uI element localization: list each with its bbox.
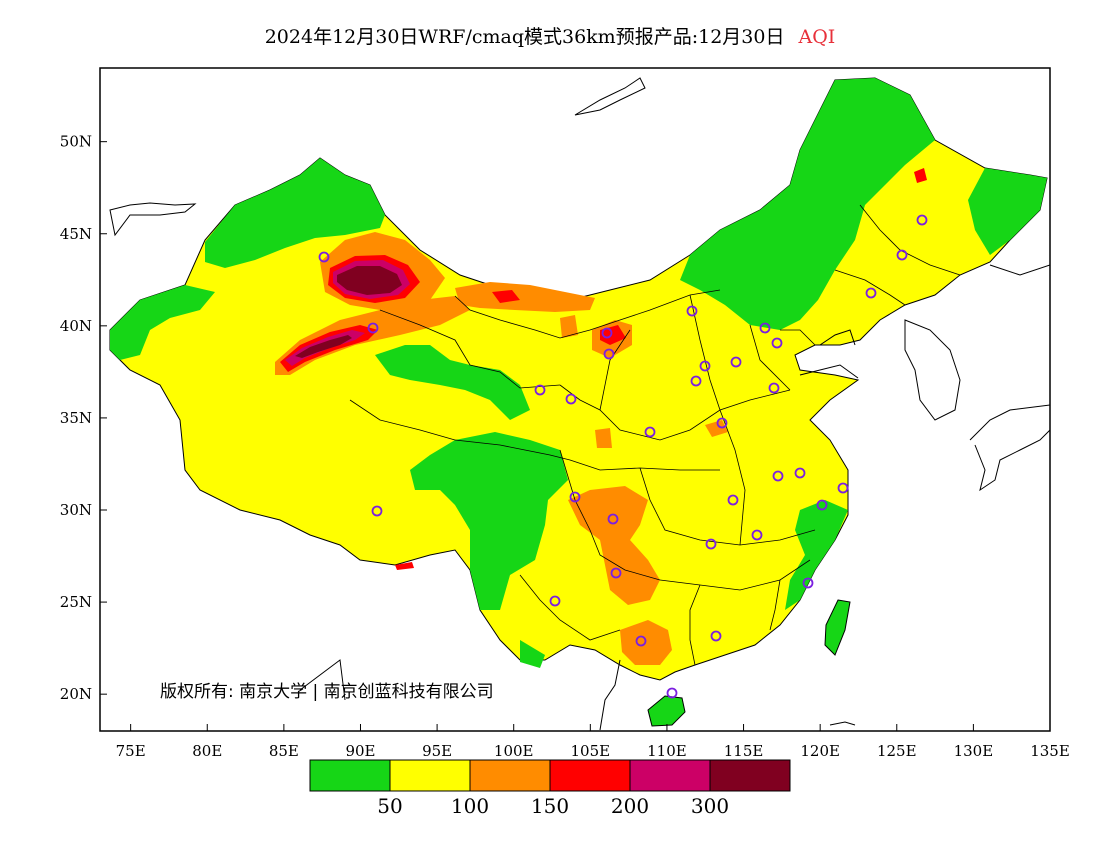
red-yunnan-border [395, 562, 414, 570]
lon-label: 110E [647, 742, 687, 760]
lon-label: 95E [422, 742, 452, 760]
green-southwest [410, 432, 568, 610]
orange-hubei-spot [595, 428, 612, 448]
lon-label: 115E [724, 742, 764, 760]
product-name: AQI [798, 26, 836, 48]
colorbar-label: 100 [451, 794, 489, 818]
plot-frame [99, 67, 1051, 732]
lat-label: 20N [60, 685, 92, 703]
colorbar-label: 200 [611, 794, 649, 818]
title-text: 2024年12月30日WRF/cmaq模式36km预报产品:12月30日 [264, 26, 785, 48]
lon-label: 75E [116, 742, 146, 760]
colorbar-box [309, 759, 391, 792]
lat-label: 40N [60, 317, 92, 335]
colorbar-box [549, 759, 631, 792]
orange-hexi-band [455, 282, 595, 312]
red-shanxi-core [600, 325, 626, 345]
green-northwest [205, 158, 385, 268]
colorbar-label: 50 [377, 794, 402, 818]
lon-label: 135E [1030, 742, 1070, 760]
darkred-xinjiang-core [337, 266, 402, 295]
copyright-text: 版权所有: 南京大学 | 南京创蓝科技有限公司 [160, 682, 494, 702]
orange-ningxia-spot [560, 315, 578, 338]
coastlines [109, 77, 1050, 731]
colorbar: 50 100 150 200 300 [309, 759, 791, 818]
lon-ticks [130, 724, 1051, 731]
province-boundaries [349, 204, 961, 666]
lat-label: 35N [60, 409, 92, 427]
lat-label: 50N [60, 133, 92, 151]
lat-label: 45N [60, 225, 92, 243]
lon-label: 105E [571, 742, 611, 760]
lat-label: 25N [60, 593, 92, 611]
green-northeast [680, 78, 935, 330]
lon-labels: 75E 80E 85E 90E 95E 100E 105E 110E 115E 120E 125E 1… [116, 742, 1070, 760]
colorbar-box [709, 759, 791, 792]
darkred-tarim-core [295, 335, 352, 358]
colorbar-boxes [309, 759, 791, 792]
china-fill [109, 77, 1048, 681]
lon-label: 85E [269, 742, 299, 760]
colorbar-box [629, 759, 711, 792]
red-heilongjiang-spot [914, 168, 927, 183]
colorbar-box [389, 759, 471, 792]
lat-label: 30N [60, 501, 92, 519]
orange-sichuan-basin [568, 486, 660, 605]
colorbar-labels: 50 100 150 200 300 [377, 794, 729, 818]
colorbar-label: 150 [531, 794, 569, 818]
station-markers [318, 214, 928, 699]
lon-label: 80E [192, 742, 222, 760]
lon-label: 120E [800, 742, 840, 760]
lat-ticks [100, 141, 107, 695]
green-south-edge [520, 640, 545, 668]
lon-label: 125E [877, 742, 917, 760]
orange-hunan-spot [705, 420, 728, 437]
taiwan-island [824, 599, 851, 656]
lat-labels: 50N 45N 40N 35N 30N 25N 20N [60, 133, 92, 704]
green-qinghai [375, 345, 530, 420]
lon-label: 100E [494, 742, 534, 760]
lon-label: 130E [954, 742, 994, 760]
map-title: 2024年12月30日WRF/cmaq模式36km预报产品:12月30日 AQI [0, 22, 1100, 49]
green-southeast-coast [785, 500, 848, 610]
colorbar-label: 300 [691, 794, 729, 818]
red-hexi-spot [492, 290, 520, 303]
colorbar-box [469, 759, 551, 792]
lon-label: 90E [345, 742, 375, 760]
green-west-edge [110, 285, 215, 360]
hainan-island [647, 695, 686, 727]
map-layers [109, 77, 1050, 731]
green-heilongjiang-east [968, 168, 1047, 255]
